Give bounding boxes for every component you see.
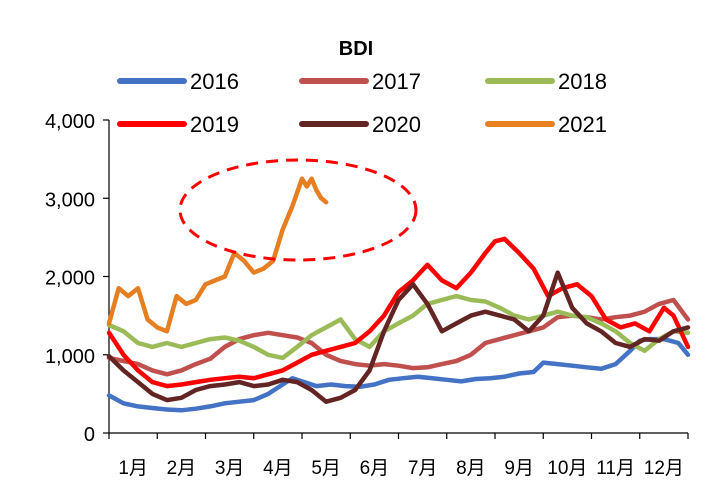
series-line-2016 [106,336,691,413]
series-line-2018 [106,293,691,361]
series-line-2020 [106,270,691,404]
x-tick-label: 5月 [311,458,341,479]
x-tick-label: 12月 [644,458,684,479]
x-tick-label: 3月 [215,458,245,479]
y-tick-label: 4,000 [45,111,95,133]
series-line-2021 [106,176,329,334]
legend-label-2019: 2019 [190,112,239,137]
y-tick-label: 0 [84,424,95,446]
x-tick-label: 2月 [167,458,197,479]
x-tick-label: 7月 [408,458,438,479]
series-line-2019 [106,236,691,389]
chart-title: BDI [339,38,373,60]
legend-label-2018: 2018 [558,69,607,94]
x-tick-label: 10月 [547,458,587,479]
y-tick-label: 2,000 [45,268,95,290]
x-axis: 1月 2月 3月 4月 5月 6月 7月 8月 9月 10月 11月 12月 [108,432,689,479]
x-tick-label: 6月 [360,458,390,479]
y-axis: 0 1,000 2,000 3,000 4,000 [45,111,110,446]
highlight-annotation [178,158,418,262]
x-tick-label: 9月 [504,458,534,479]
x-tick-label: 8月 [456,458,486,479]
legend-label-2017: 2017 [372,69,421,94]
legend-label-2021: 2021 [558,112,607,137]
plot-area [106,176,691,413]
y-tick-label: 3,000 [45,189,95,211]
legend-label-2020: 2020 [372,112,421,137]
x-tick-label: 11月 [596,458,635,479]
legend: 2016 2017 2018 2019 2020 2021 [117,69,607,137]
x-tick-label: 4月 [263,458,293,479]
legend-label-2016: 2016 [190,69,239,94]
x-tick-label: 1月 [118,458,148,479]
y-tick-label: 1,000 [45,346,95,368]
